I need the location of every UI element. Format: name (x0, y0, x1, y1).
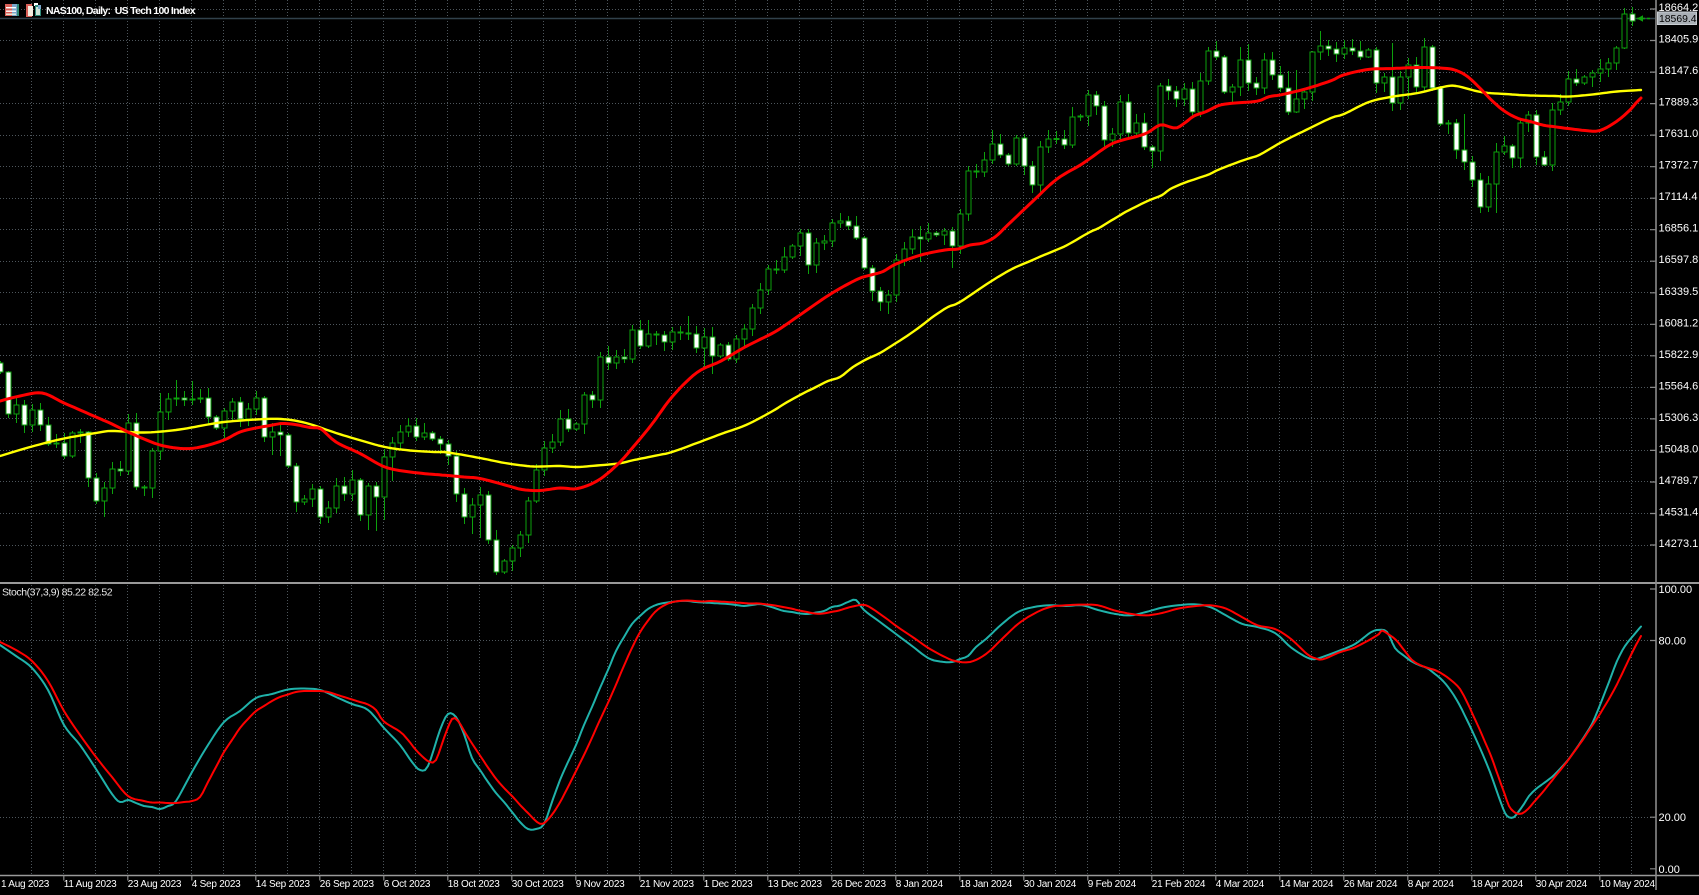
svg-text:18664.2: 18664.2 (1659, 2, 1699, 14)
svg-text:80.00: 80.00 (1659, 636, 1687, 648)
svg-text:14531.4: 14531.4 (1659, 507, 1699, 519)
svg-text:16081.2: 16081.2 (1659, 317, 1699, 329)
svg-text:0.00: 0.00 (1659, 864, 1680, 876)
svg-text:NAS100, Daily: US Tech 100 In: NAS100, Daily: US Tech 100 Index (46, 5, 196, 17)
svg-text:30 Apr 2024: 30 Apr 2024 (1536, 879, 1588, 890)
svg-text:14273.1: 14273.1 (1659, 538, 1699, 550)
svg-text:9 Nov 2023: 9 Nov 2023 (576, 879, 625, 890)
svg-text:14 Sep 2023: 14 Sep 2023 (256, 879, 311, 890)
svg-text:17372.7: 17372.7 (1659, 160, 1699, 172)
svg-text:26 Mar 2024: 26 Mar 2024 (1344, 879, 1398, 890)
svg-text:8 Apr 2024: 8 Apr 2024 (1408, 879, 1455, 890)
svg-text:17889.3: 17889.3 (1659, 97, 1699, 109)
svg-text:23 Aug 2023: 23 Aug 2023 (128, 879, 182, 890)
svg-text:6 Oct 2023: 6 Oct 2023 (384, 879, 431, 890)
svg-text:14 Mar 2024: 14 Mar 2024 (1280, 879, 1334, 890)
svg-text:18147.6: 18147.6 (1659, 65, 1699, 77)
svg-text:18 Apr 2024: 18 Apr 2024 (1472, 879, 1524, 890)
svg-text:1 Aug 2023: 1 Aug 2023 (1, 879, 50, 890)
svg-text:20.00: 20.00 (1659, 812, 1687, 824)
svg-text:18 Oct 2023: 18 Oct 2023 (448, 879, 500, 890)
svg-text:17631.0: 17631.0 (1659, 128, 1699, 140)
svg-text:26 Dec 2023: 26 Dec 2023 (832, 879, 887, 890)
svg-text:4 Sep 2023: 4 Sep 2023 (192, 879, 241, 890)
svg-text:1 Dec 2023: 1 Dec 2023 (704, 879, 753, 890)
svg-text:14789.7: 14789.7 (1659, 475, 1699, 487)
svg-text:9 Feb 2024: 9 Feb 2024 (1088, 879, 1137, 890)
svg-text:21 Nov 2023: 21 Nov 2023 (640, 879, 695, 890)
svg-text:17114.4: 17114.4 (1659, 191, 1698, 203)
svg-text:15306.3: 15306.3 (1659, 412, 1699, 424)
svg-text:13 Dec 2023: 13 Dec 2023 (768, 879, 823, 890)
svg-text:100.00: 100.00 (1659, 584, 1693, 596)
svg-text:10 May 2024: 10 May 2024 (1600, 879, 1656, 890)
svg-text:8 Jan 2024: 8 Jan 2024 (896, 879, 944, 890)
svg-text:4 Mar 2024: 4 Mar 2024 (1216, 879, 1265, 890)
svg-text:30 Jan 2024: 30 Jan 2024 (1024, 879, 1077, 890)
svg-text:15822.9: 15822.9 (1659, 349, 1699, 361)
svg-text:18569.4: 18569.4 (1659, 14, 1697, 25)
svg-text:26 Sep 2023: 26 Sep 2023 (320, 879, 375, 890)
svg-text:16597.8: 16597.8 (1659, 254, 1699, 266)
svg-text:16856.1: 16856.1 (1659, 223, 1699, 235)
svg-text:Stoch(37,3,9) 85.22 82.52: Stoch(37,3,9) 85.22 82.52 (2, 587, 113, 599)
svg-text:16339.5: 16339.5 (1659, 286, 1699, 298)
svg-text:30 Oct 2023: 30 Oct 2023 (512, 879, 564, 890)
svg-text:21 Feb 2024: 21 Feb 2024 (1152, 879, 1206, 890)
svg-text:18 Jan 2024: 18 Jan 2024 (960, 879, 1013, 890)
svg-text:15048.0: 15048.0 (1659, 443, 1699, 455)
svg-text:15564.6: 15564.6 (1659, 380, 1699, 392)
svg-text:18405.9: 18405.9 (1659, 34, 1699, 46)
svg-text:11 Aug 2023: 11 Aug 2023 (64, 879, 117, 890)
